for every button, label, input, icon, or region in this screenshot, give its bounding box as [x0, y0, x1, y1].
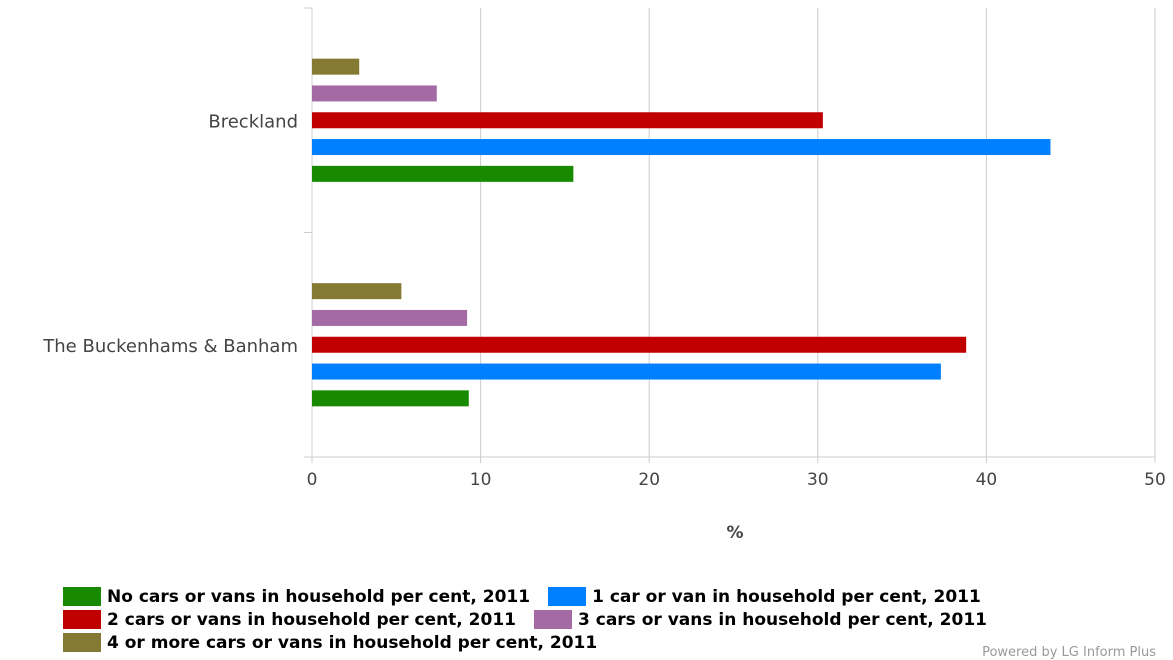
category-label: Breckland [208, 111, 298, 132]
x-tick-label: 10 [470, 470, 492, 490]
legend-item[interactable]: 3 cars or vans in household per cent, 20… [534, 610, 987, 630]
x-axis-title: % [726, 523, 743, 543]
legend-item[interactable]: 1 car or van in household per cent, 2011 [548, 587, 981, 607]
bar [312, 390, 469, 407]
legend-label: 3 cars or vans in household per cent, 20… [578, 609, 987, 630]
bar [312, 85, 437, 102]
legend-row: 4 or more cars or vans in household per … [63, 631, 1143, 654]
legend-label: 1 car or van in household per cent, 2011 [592, 586, 981, 607]
x-tick-label: 20 [638, 470, 660, 490]
x-tick-label: 30 [807, 470, 829, 490]
legend-swatch [548, 587, 587, 606]
legend-row: 2 cars or vans in household per cent, 20… [63, 608, 1143, 631]
x-tick-labels: 0 10 20 30 40 50 [307, 470, 1166, 490]
legend-label: 4 or more cars or vans in household per … [107, 632, 598, 653]
bar-chart: 0 10 20 30 40 50 Breckland The Buckenhams & Ba… [42, 7, 1166, 543]
bar [312, 363, 941, 380]
legend-swatch [63, 633, 101, 652]
x-tick-label: 40 [976, 470, 998, 490]
bar [312, 139, 1051, 156]
bar [312, 58, 360, 75]
x-tick-label: 50 [1144, 470, 1166, 490]
bar [312, 112, 823, 129]
x-tick-label: 0 [307, 470, 318, 490]
legend-swatch [534, 610, 572, 629]
legend-label: 2 cars or vans in household per cent, 20… [107, 609, 516, 630]
axes [304, 7, 1156, 463]
legend-label: No cars or vans in household per cent, 2… [107, 586, 531, 607]
legend-item[interactable]: 4 or more cars or vans in household per … [63, 633, 597, 653]
bar [312, 309, 468, 326]
bar [312, 336, 967, 353]
legend-item[interactable]: No cars or vans in household per cent, 2… [63, 587, 530, 607]
bars [312, 58, 1051, 407]
bar [312, 165, 574, 182]
legend-swatch [63, 587, 101, 606]
category-labels: Breckland The Buckenhams & Banham [42, 111, 298, 357]
gridlines [480, 8, 1156, 457]
category-label: The Buckenhams & Banham [42, 336, 298, 357]
credit-text: Powered by LG Inform Plus [982, 645, 1156, 660]
legend: No cars or vans in household per cent, 2… [63, 585, 1143, 654]
legend-row: No cars or vans in household per cent, 2… [63, 585, 1143, 608]
bar [312, 283, 402, 300]
legend-item[interactable]: 2 cars or vans in household per cent, 20… [63, 610, 516, 630]
legend-swatch [63, 610, 101, 629]
